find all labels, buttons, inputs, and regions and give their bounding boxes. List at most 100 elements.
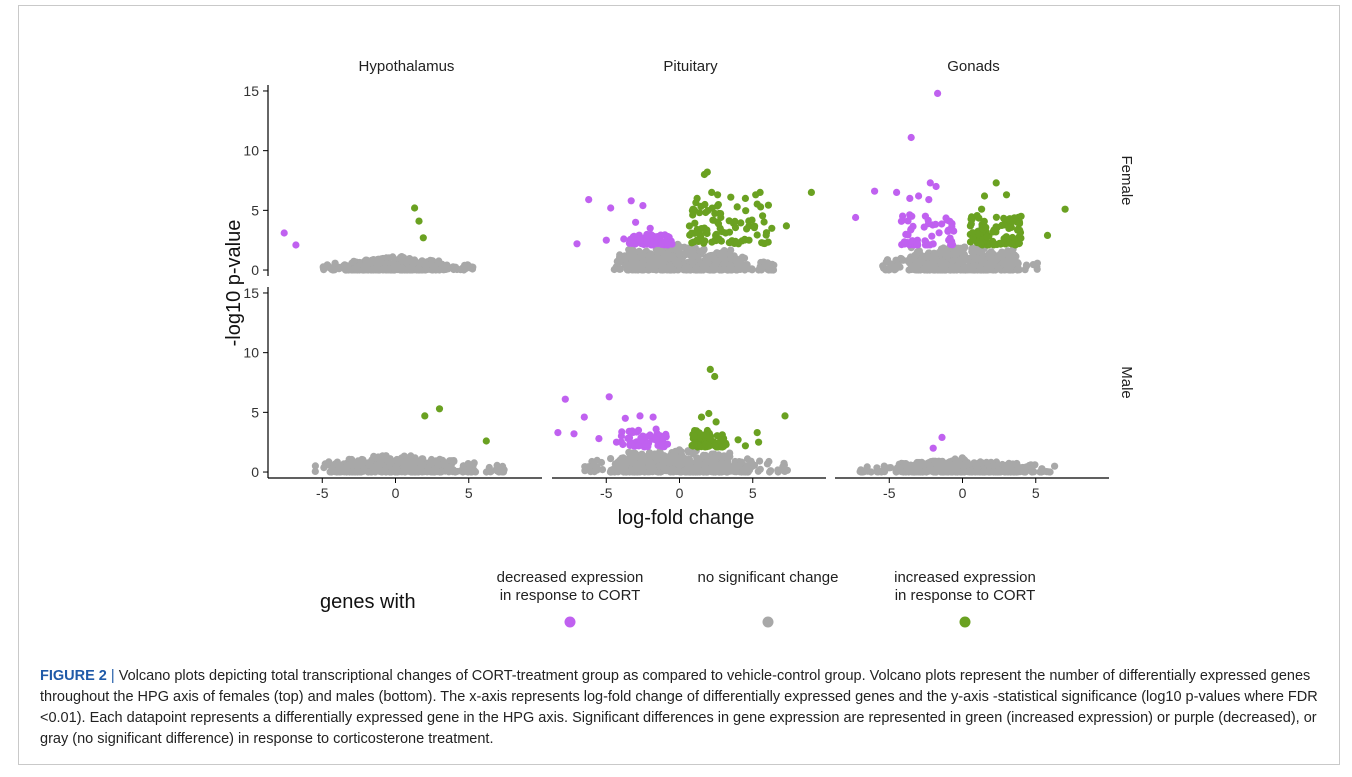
point-no-change (654, 256, 662, 264)
point-decreased (644, 443, 652, 451)
point-increased (782, 222, 791, 230)
point-no-change (750, 461, 759, 469)
point-decreased (915, 192, 923, 200)
point-no-change (999, 259, 1007, 267)
x-tick-label: -5 (600, 485, 613, 501)
point-decreased (920, 223, 928, 231)
point-increased (733, 239, 741, 247)
point-no-change (449, 466, 457, 474)
point-no-change (671, 256, 679, 264)
point-increased (781, 412, 789, 420)
point-no-change (663, 253, 671, 261)
point-no-change (689, 246, 697, 254)
point-increased (691, 219, 699, 227)
point-no-change (433, 468, 441, 476)
point-decreased (632, 218, 640, 226)
point-increased (707, 436, 715, 444)
point-decreased (932, 220, 940, 228)
point-decreased (893, 188, 901, 196)
point-increased (713, 218, 722, 226)
data-points (280, 89, 1069, 476)
point-no-change (660, 452, 668, 460)
point-increased (983, 233, 991, 241)
point-decreased (573, 240, 581, 248)
point-no-change (954, 244, 962, 252)
point-no-change (390, 260, 398, 268)
point-increased (701, 200, 709, 209)
point-decreased (938, 220, 946, 228)
point-no-change (701, 465, 709, 473)
point-no-change (342, 464, 350, 472)
point-no-change (987, 254, 995, 262)
point-no-change (632, 465, 640, 473)
point-decreased (618, 428, 626, 436)
point-increased (725, 217, 733, 225)
point-no-change (966, 468, 974, 476)
point-increased (756, 188, 764, 196)
point-no-change (581, 463, 590, 471)
caption-text: Volcano plots depicting total transcript… (40, 668, 1318, 747)
point-no-change (353, 467, 361, 475)
point-decreased (607, 204, 615, 212)
point-no-change (646, 255, 655, 264)
point-no-change (932, 256, 940, 264)
point-no-change (727, 255, 735, 263)
x-tick-label: 5 (1032, 485, 1040, 501)
point-no-change (394, 459, 402, 467)
point-no-change (677, 243, 685, 252)
point-decreased (643, 238, 651, 246)
point-decreased (907, 133, 915, 142)
point-increased (415, 217, 423, 225)
point-no-change (403, 265, 411, 274)
point-increased (989, 228, 997, 236)
point-increased (978, 205, 986, 213)
facet-row-label: Male (1118, 366, 1135, 399)
point-no-change (724, 459, 732, 467)
point-increased (726, 238, 734, 247)
point-no-change (331, 259, 339, 267)
point-no-change (886, 265, 894, 273)
point-increased (764, 238, 772, 246)
point-increased (1002, 233, 1011, 241)
point-increased (992, 213, 1001, 221)
point-no-change (929, 467, 938, 475)
point-no-change (873, 464, 881, 472)
point-decreased (629, 233, 637, 241)
point-no-change (942, 252, 950, 260)
point-decreased (935, 229, 943, 237)
point-no-change (675, 446, 684, 454)
point-no-change (1022, 262, 1031, 270)
labels: 0 5 10 15 0 5 10 15 -5 0 5 -5 0 5 -5 0 5 Hypothalamus Pitu… (223, 58, 1135, 529)
point-no-change (1004, 262, 1012, 270)
point-no-change (709, 253, 717, 261)
point-no-change (693, 263, 701, 272)
point-increased (689, 238, 698, 246)
point-decreased (625, 427, 633, 435)
point-no-change (765, 457, 773, 466)
point-increased (1043, 231, 1052, 239)
point-no-change (639, 464, 647, 473)
point-no-change (384, 266, 392, 274)
point-decreased (663, 440, 672, 448)
point-increased (703, 168, 711, 176)
point-no-change (1001, 466, 1009, 474)
point-increased (1015, 240, 1023, 248)
point-increased (997, 240, 1005, 248)
point-decreased (928, 232, 936, 240)
point-no-change (714, 463, 722, 471)
point-no-change (1028, 465, 1036, 473)
point-no-change (718, 252, 726, 260)
point-increased (967, 220, 975, 228)
point-no-change (607, 468, 615, 476)
point-increased (717, 210, 725, 218)
point-no-change (382, 452, 390, 460)
point-increased (703, 226, 711, 234)
point-increased (753, 231, 761, 239)
caption-separator: | (110, 668, 115, 684)
point-increased (685, 222, 694, 230)
point-no-change (422, 264, 430, 272)
point-increased (1014, 225, 1022, 233)
point-increased (748, 216, 756, 224)
point-no-change (931, 264, 939, 272)
point-no-change (342, 262, 351, 270)
